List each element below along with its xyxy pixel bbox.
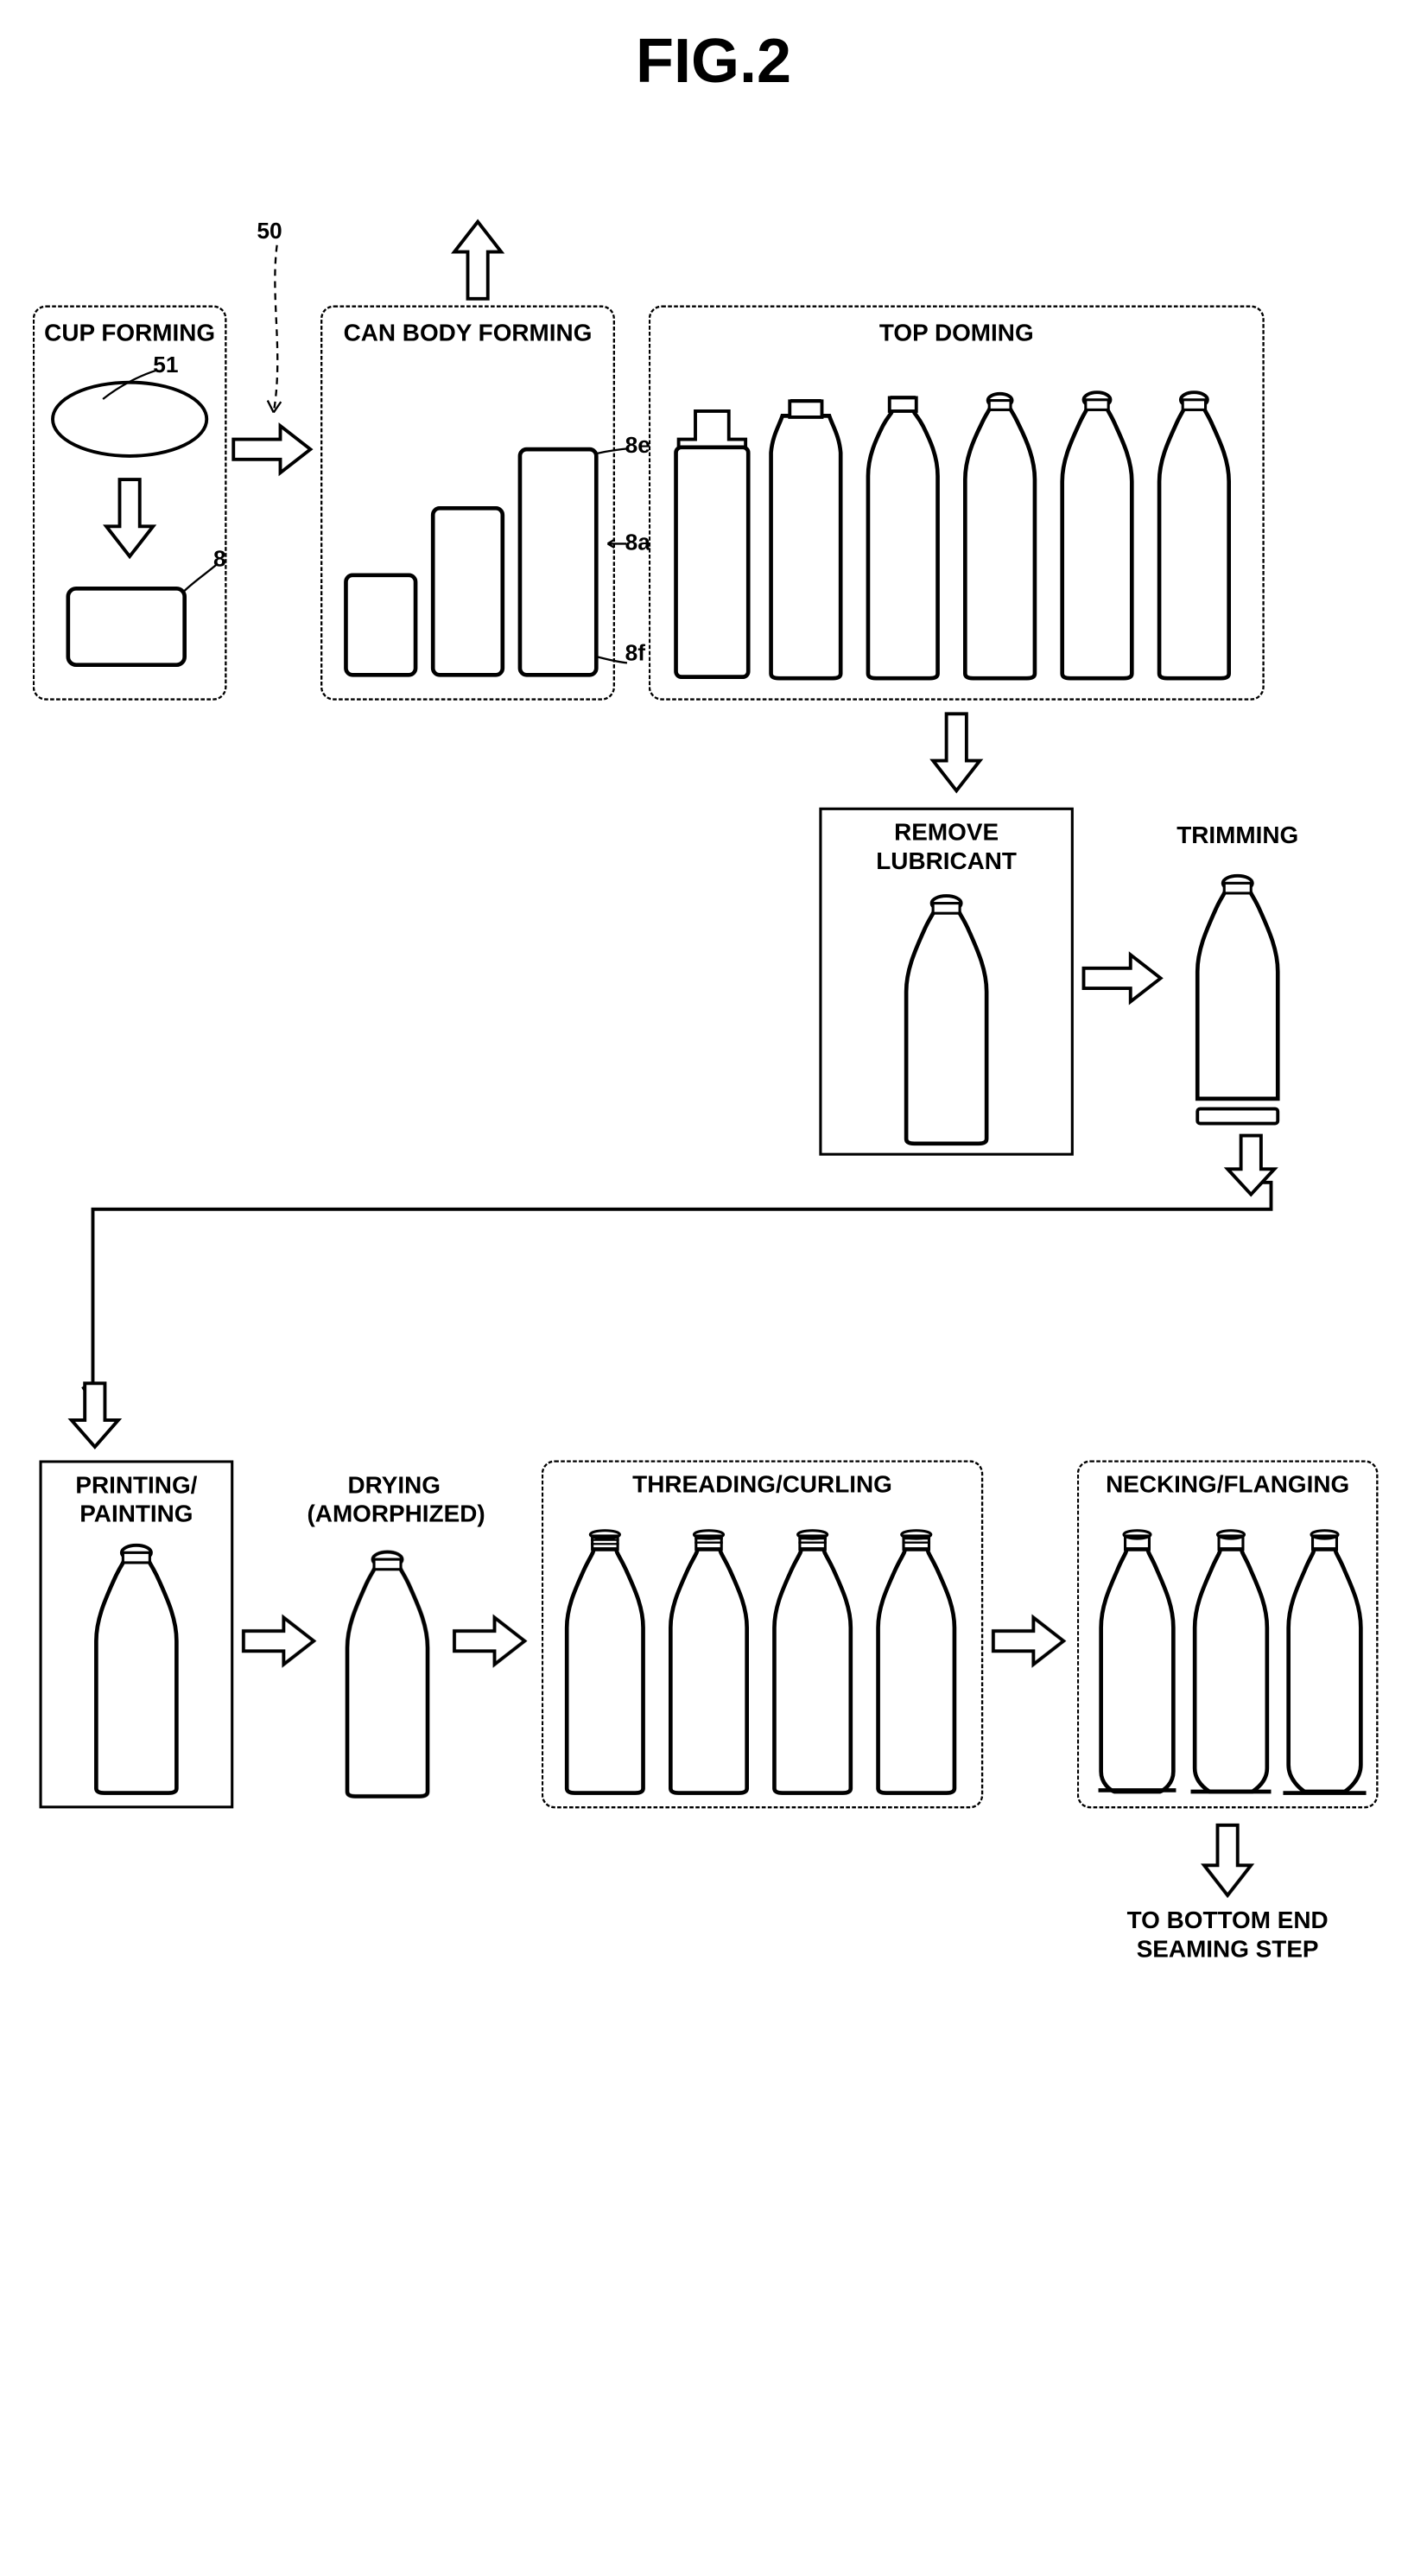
figure-title: FIG.2 bbox=[26, 26, 1401, 97]
arrow-2 bbox=[454, 219, 501, 299]
remove-lubricant-label: REMOVELUBRICANT bbox=[833, 817, 1061, 875]
body-rect-3 bbox=[518, 447, 599, 677]
bottle-trimmed bbox=[1191, 874, 1285, 1129]
cup-shape bbox=[67, 587, 187, 667]
callout-50: 50 bbox=[257, 219, 282, 244]
bottle-lubricant bbox=[899, 895, 993, 1146]
arrow-8 bbox=[1204, 1825, 1251, 1899]
arrow-5 bbox=[244, 1618, 317, 1665]
drying-label: DRYING (AMORPHIZED) bbox=[308, 1470, 482, 1528]
final-label: TO BOTTOM END SEAMING STEP bbox=[1090, 1906, 1365, 1964]
arrow-trim-down bbox=[1227, 1136, 1274, 1196]
arrow-into-printing bbox=[72, 1383, 118, 1450]
connector-line bbox=[67, 1136, 1291, 1418]
bottle-neck-1 bbox=[1097, 1531, 1177, 1795]
callout-8e: 8e bbox=[625, 433, 650, 459]
arrow-cup-down bbox=[106, 479, 153, 560]
bottle-thread-3 bbox=[769, 1531, 856, 1795]
bottle-dome-2 bbox=[765, 399, 846, 681]
cup-forming-label: CUP FORMING bbox=[44, 319, 215, 347]
body-rect-2 bbox=[431, 506, 504, 677]
callout-8a: 8a bbox=[625, 530, 650, 555]
threading-label: THREADING/CURLING bbox=[632, 1470, 892, 1499]
bottle-dome-5 bbox=[1057, 391, 1138, 681]
callout-8: 8 bbox=[213, 547, 226, 573]
necking-label: NECKING/FLANGING bbox=[1106, 1470, 1349, 1499]
bottle-thread-2 bbox=[665, 1531, 752, 1795]
arrow-7 bbox=[993, 1618, 1067, 1665]
arrow-6 bbox=[454, 1618, 528, 1665]
arrow-3 bbox=[933, 714, 980, 794]
bottle-neck-2 bbox=[1191, 1531, 1272, 1795]
callout-8f-line bbox=[595, 654, 629, 666]
arrow-4 bbox=[1084, 955, 1164, 1001]
body-rect-1 bbox=[344, 574, 417, 677]
callout-8a-line bbox=[599, 540, 628, 548]
bottle-dome-4 bbox=[960, 392, 1040, 680]
bottle-thread-1 bbox=[561, 1531, 649, 1795]
bottle-printed bbox=[90, 1544, 184, 1795]
bottle-dome-3 bbox=[863, 396, 943, 680]
printing-label: PRINTING/ PAINTING bbox=[49, 1470, 224, 1528]
callout-50-line bbox=[263, 245, 290, 420]
can-body-forming-label: CAN BODY FORMING bbox=[344, 319, 593, 347]
bottle-dome-6 bbox=[1154, 391, 1234, 681]
callout-51-line bbox=[99, 369, 160, 403]
arrow-1 bbox=[233, 426, 314, 473]
bottle-dried bbox=[340, 1551, 434, 1799]
callout-8e-line bbox=[595, 446, 629, 460]
bottle-thread-4 bbox=[872, 1531, 960, 1795]
process-diagram: CUP FORMING 51 8 50 bbox=[26, 131, 1092, 1538]
bottle-neck-3 bbox=[1284, 1531, 1365, 1795]
trimming-label: TRIMMING bbox=[1176, 821, 1298, 849]
bottle-dome-1 bbox=[672, 409, 752, 681]
top-doming-label: TOP DOMING bbox=[879, 319, 1034, 347]
callout-51: 51 bbox=[153, 352, 178, 378]
